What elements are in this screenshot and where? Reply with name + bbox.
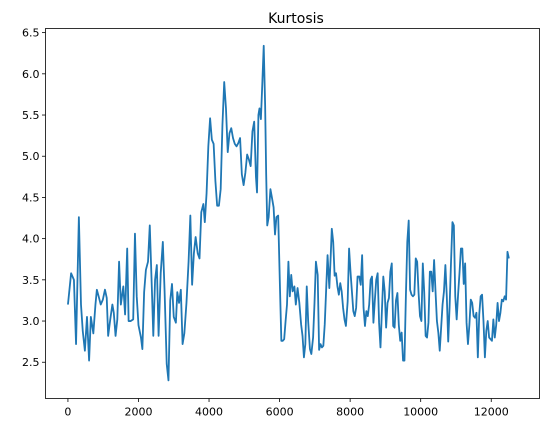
plot-area [67,44,510,382]
x-tick-label: 8000 [336,406,364,419]
x-tick-label: 4000 [195,406,223,419]
x-tick-label: 10000 [403,406,438,419]
y-tick-label: 6.0 [22,68,40,81]
plot-frame [45,28,540,399]
y-tick-label: 4.5 [22,191,40,204]
x-tick-label: 2000 [124,406,152,419]
chart-title: Kurtosis [268,11,324,27]
y-tick-label: 5.0 [22,150,40,163]
y-tick-label: 3.5 [22,274,40,287]
x-axis: 0 2000 4000 6000 8000 10000 12000 [64,398,509,419]
y-tick-label: 5.5 [22,109,40,122]
y-tick-label: 4.0 [22,233,40,246]
y-tick-label: 6.5 [22,27,40,40]
x-tick-label: 0 [64,406,71,419]
x-tick-label: 12000 [474,406,509,419]
y-tick-label: 3.0 [22,315,40,328]
y-tick-label: 2.5 [22,356,40,369]
y-axis: 2.5 3.0 3.5 4.0 4.5 5.0 5.5 6.0 6.5 [22,27,46,369]
x-tick-label: 6000 [266,406,294,419]
series-line-0 [67,44,510,382]
